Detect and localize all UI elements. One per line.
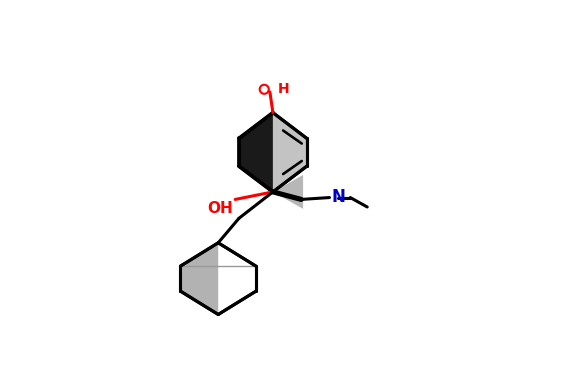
Text: H: H (278, 82, 290, 96)
Text: N: N (331, 188, 345, 206)
Text: OH: OH (207, 201, 233, 216)
Polygon shape (239, 112, 273, 192)
Polygon shape (273, 175, 303, 209)
Polygon shape (180, 243, 218, 315)
Polygon shape (273, 112, 307, 192)
